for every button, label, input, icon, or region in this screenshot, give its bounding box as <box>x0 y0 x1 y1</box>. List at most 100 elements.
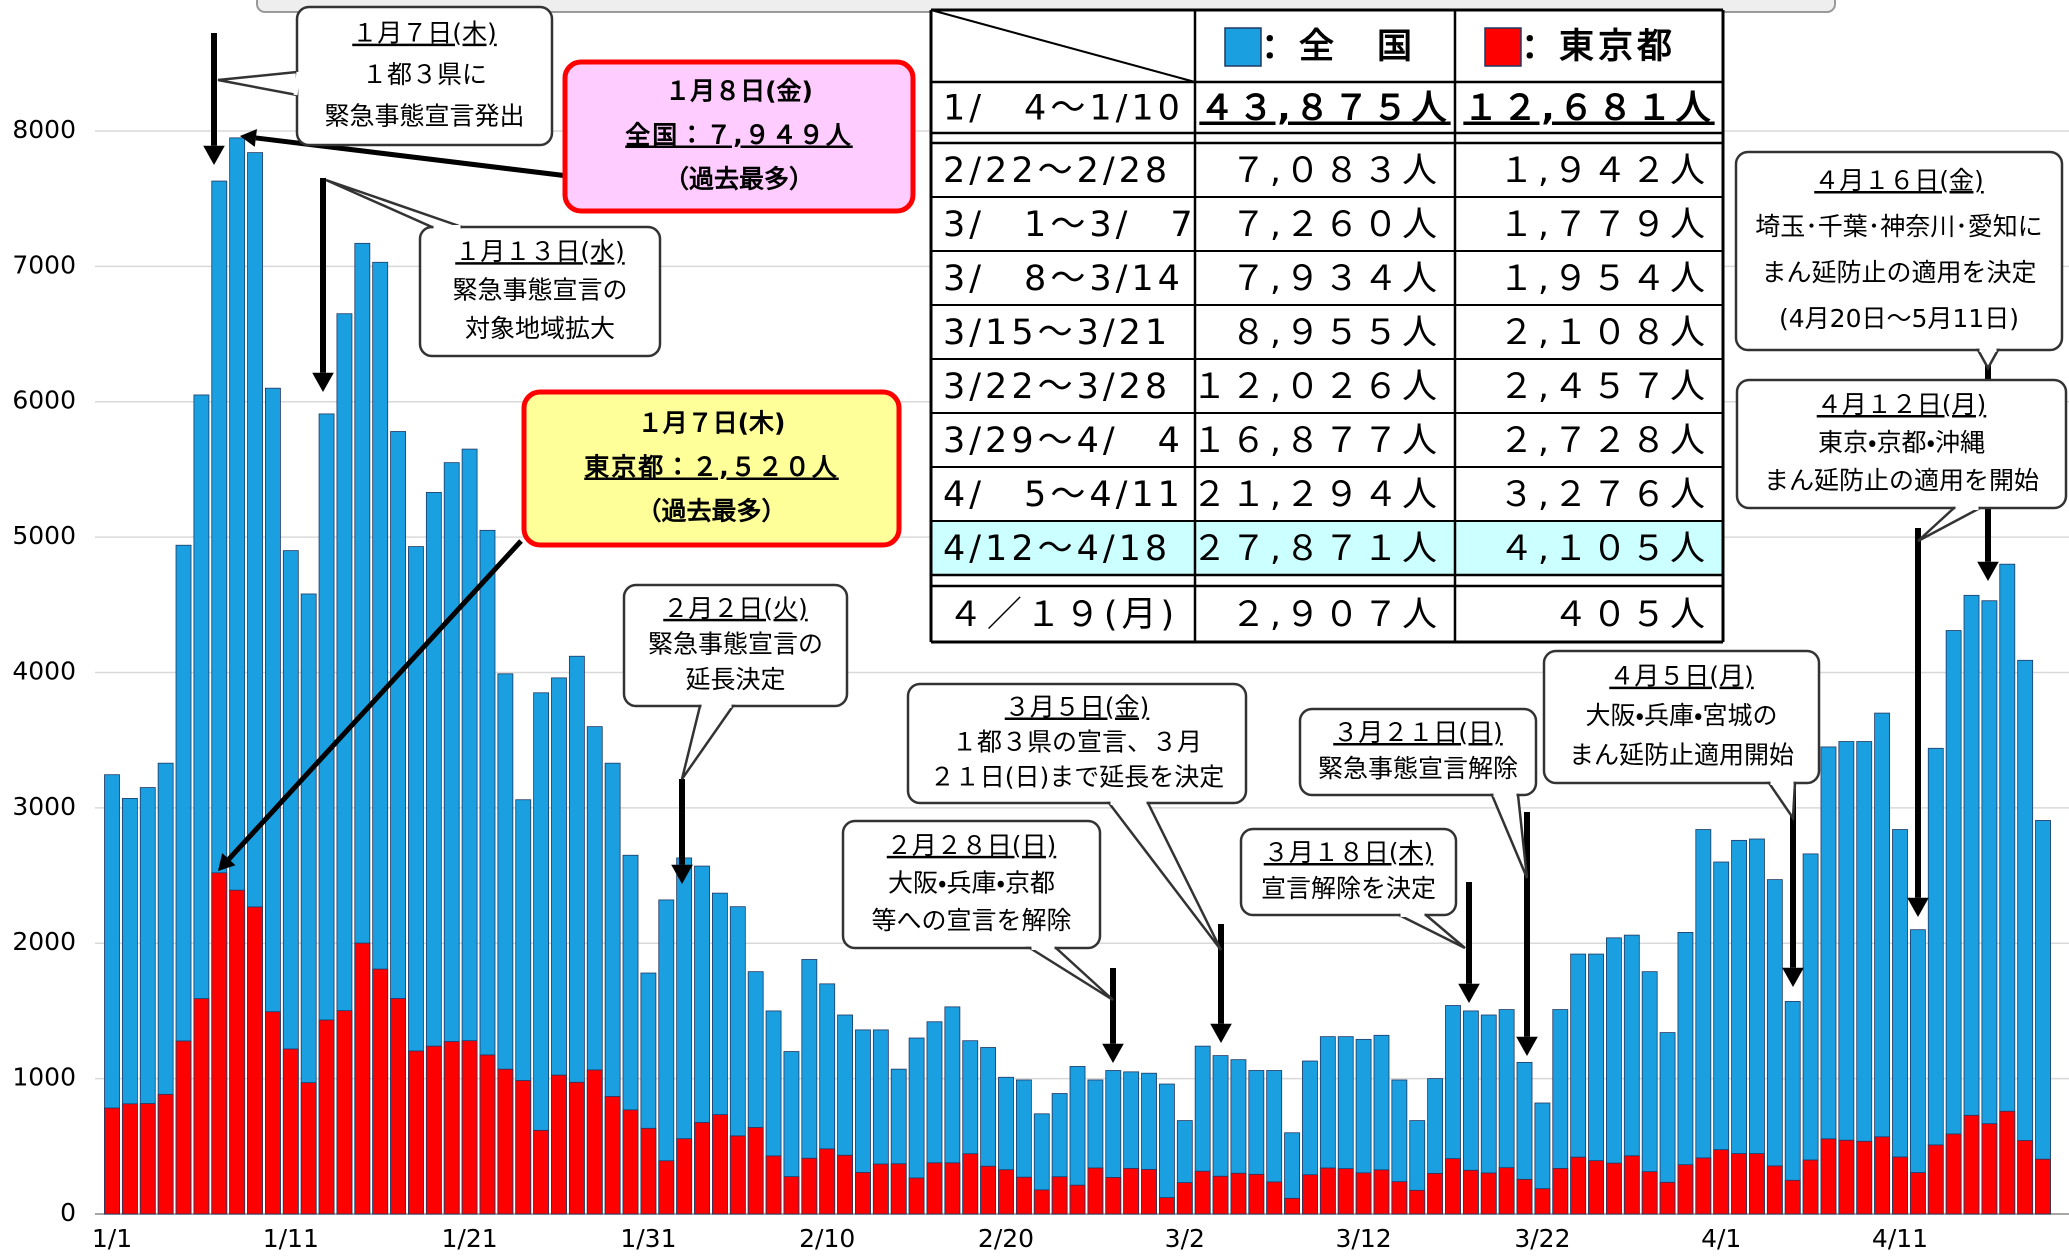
bar <box>586 1069 603 1215</box>
callout-text: ３月５日(金) <box>1005 693 1150 722</box>
bar <box>265 1011 281 1215</box>
bar <box>1480 1172 1497 1215</box>
y-tick-label: 0 <box>60 1198 76 1227</box>
callout-box <box>1298 707 1538 797</box>
table-cell: １２,０２６人 <box>1192 367 1441 407</box>
bar <box>1945 1133 1962 1215</box>
bar <box>1641 1171 1658 1215</box>
x-tick-label: 1/31 <box>620 1224 676 1253</box>
bar <box>908 1177 925 1215</box>
arrow-head <box>1907 897 1929 917</box>
bar <box>479 1054 496 1215</box>
bar <box>1427 1172 1444 1215</box>
callout-text: 等への宣言を解除 <box>871 906 1071 935</box>
table-cell: １,９４２人 <box>1499 151 1709 191</box>
bar <box>497 1068 514 1215</box>
bar <box>211 872 228 1215</box>
bar <box>801 1157 818 1215</box>
table-cell: １,７７９人 <box>1499 205 1709 245</box>
x-tick-label: 3/2 <box>1165 1224 1205 1253</box>
bar <box>247 906 263 1215</box>
callout-text: 宣言解除を決定 <box>1261 874 1436 903</box>
bar <box>1516 1178 1533 1215</box>
callout-text: 大阪・兵庫・京都 <box>888 869 1055 898</box>
callout-text: まん延防止適用開始 <box>1569 740 1794 769</box>
callout-tail <box>1975 348 2001 371</box>
bar <box>372 968 389 1215</box>
arrow-head <box>1782 967 1804 987</box>
table-cell: ４,１０５人 <box>1499 529 1709 569</box>
bar <box>425 1045 442 1215</box>
y-tick-label: 2000 <box>12 927 76 956</box>
bar <box>1874 1136 1891 1215</box>
arrow-shaft <box>226 539 523 861</box>
callout-text: 対象地域拡大 <box>465 314 615 343</box>
callout-text: （過去最多） <box>636 497 786 526</box>
bar <box>604 1096 621 1215</box>
callout-text: 緊急事態宣言解除 <box>1318 754 1518 783</box>
highlight-row <box>931 521 1723 575</box>
x-tick-label: 1/11 <box>263 1224 319 1253</box>
arrow-head <box>1458 983 1480 1003</box>
bar <box>783 1176 800 1215</box>
callout-box <box>906 682 1248 805</box>
table-cell: ２１,２９４人 <box>1192 475 1441 515</box>
bar <box>104 1107 120 1215</box>
callout-text: 大阪・兵庫・宮城の <box>1585 701 1777 730</box>
y-tick-label: 7000 <box>12 250 76 279</box>
table-cell: 4/12～4/18 <box>943 529 1171 569</box>
x-tick-label: 1/1 <box>92 1224 132 1253</box>
callout-text: 延長決定 <box>685 665 785 694</box>
callout-box <box>521 389 902 548</box>
callout-text: 緊急事態宣言の <box>648 630 823 659</box>
bar <box>890 1163 907 1215</box>
bar <box>1909 1172 1926 1215</box>
table-cell: ８,９５５人 <box>1231 313 1441 353</box>
bar <box>622 1109 639 1215</box>
bar <box>1570 1156 1587 1215</box>
callout-text: ４月５日(月) <box>1609 662 1754 691</box>
table-cell: 1/ 4～1/10 <box>943 89 1184 129</box>
bars <box>104 137 2051 1215</box>
bar <box>1856 1140 1873 1215</box>
bar <box>2035 820 2051 1215</box>
bar <box>1445 1158 1461 1215</box>
bar <box>1695 829 1712 1215</box>
bar <box>1927 1144 1944 1215</box>
callout-box <box>1735 378 2068 510</box>
bar <box>390 998 406 1215</box>
bar <box>1391 1181 1408 1215</box>
arrow-head <box>312 372 334 392</box>
bar <box>300 1082 317 1215</box>
table: 1/ 4～1/10 ４３,８７５人 １２,６８１人 2/22～2/28 ７,０８３人 １,… <box>929 8 1725 644</box>
bar <box>1462 1169 1479 1215</box>
x-tick-label: 3/12 <box>1336 1224 1392 1253</box>
table-cell: ３,２７６人 <box>1499 475 1709 515</box>
bar <box>1659 1181 1676 1215</box>
bar <box>1176 1182 1193 1215</box>
callout-tail <box>217 70 299 97</box>
table-rule <box>930 9 1196 83</box>
bar <box>1159 1197 1175 1215</box>
bar <box>1302 1174 1318 1215</box>
bar <box>998 1169 1014 1215</box>
table-cell: ２,４５７人 <box>1499 367 1709 407</box>
callout-text: 全国：７,９４９人 <box>625 121 853 150</box>
callout-text: １月７日(木) <box>638 409 786 438</box>
callout-text: ２月２日(火) <box>663 594 808 623</box>
callout-box <box>622 583 849 708</box>
x-tick-label: 4/11 <box>1872 1224 1928 1253</box>
callout-tail-cover <box>293 71 301 96</box>
bar <box>1355 1172 1372 1215</box>
bar <box>282 1048 299 1215</box>
bar <box>229 889 246 1215</box>
bar <box>408 1050 424 1215</box>
bar <box>461 1040 478 1215</box>
bar <box>2017 659 2034 1215</box>
arrow-head <box>1102 1043 1124 1063</box>
bar <box>336 1010 353 1215</box>
callout-text: 緊急事態宣言発出 <box>324 101 524 130</box>
callout-text: ２１日(日)まで延長を決定 <box>930 763 1225 792</box>
